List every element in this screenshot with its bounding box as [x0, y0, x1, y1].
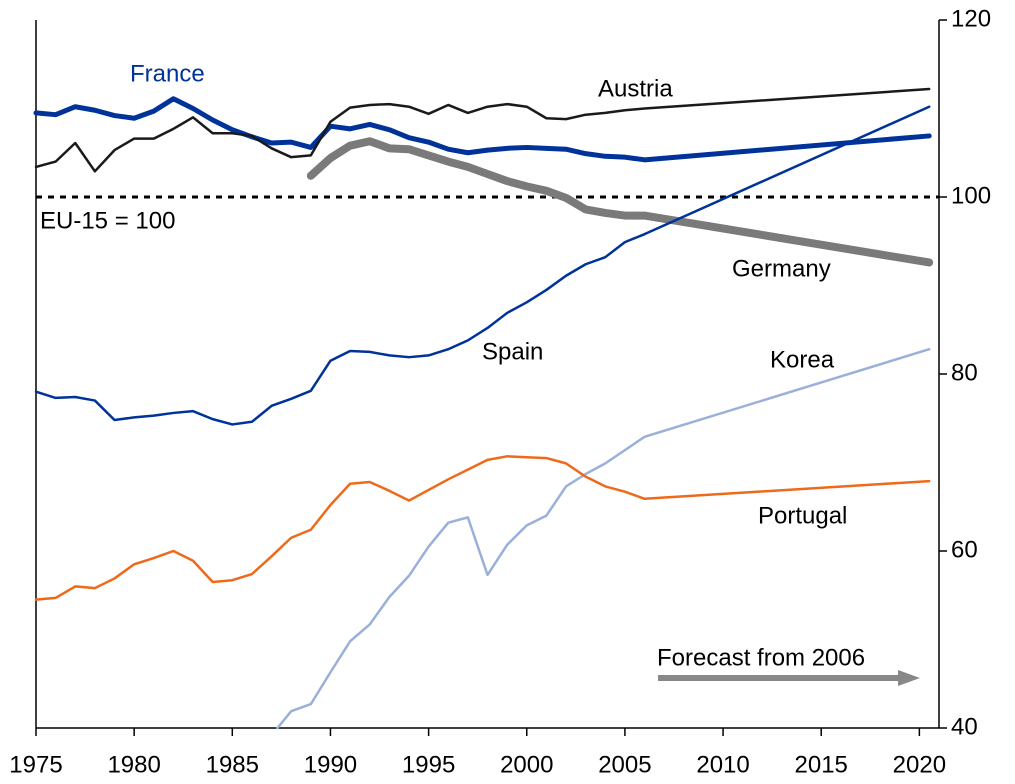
series-line — [33, 96, 932, 163]
series-line — [34, 105, 931, 426]
x-tick-label: 2010 — [696, 751, 749, 778]
forecast-arrow-head — [898, 670, 920, 686]
x-tick-label: 2015 — [795, 751, 848, 778]
x-tick-label: 1980 — [107, 751, 160, 778]
y-tick-label: 60 — [951, 536, 978, 563]
x-tick-label: 1985 — [206, 751, 259, 778]
series-label: France — [130, 60, 205, 87]
series-line — [34, 455, 931, 601]
x-tick-label: 2005 — [598, 751, 651, 778]
y-tick-label: 100 — [951, 182, 991, 209]
x-tick-label: 2020 — [893, 751, 946, 778]
annotation: Forecast from 2006 — [657, 644, 865, 671]
series-label: Portugal — [758, 502, 847, 529]
series-line — [276, 347, 931, 730]
x-tick-label: 1995 — [402, 751, 455, 778]
x-tick-label: 2000 — [500, 751, 553, 778]
series-line — [34, 87, 931, 173]
series-line — [306, 137, 934, 267]
x-tick-label: 1990 — [304, 751, 357, 778]
reference-label: EU-15 = 100 — [40, 207, 175, 234]
series-label: Korea — [770, 346, 835, 373]
y-tick-label: 80 — [951, 359, 978, 386]
y-tick-label: 120 — [951, 5, 991, 32]
y-tick-label: 40 — [951, 713, 978, 740]
series-label: Austria — [598, 75, 673, 102]
series-label: Spain — [482, 338, 543, 365]
x-tick-label: 1975 — [9, 751, 62, 778]
series-label: Germany — [732, 255, 831, 282]
